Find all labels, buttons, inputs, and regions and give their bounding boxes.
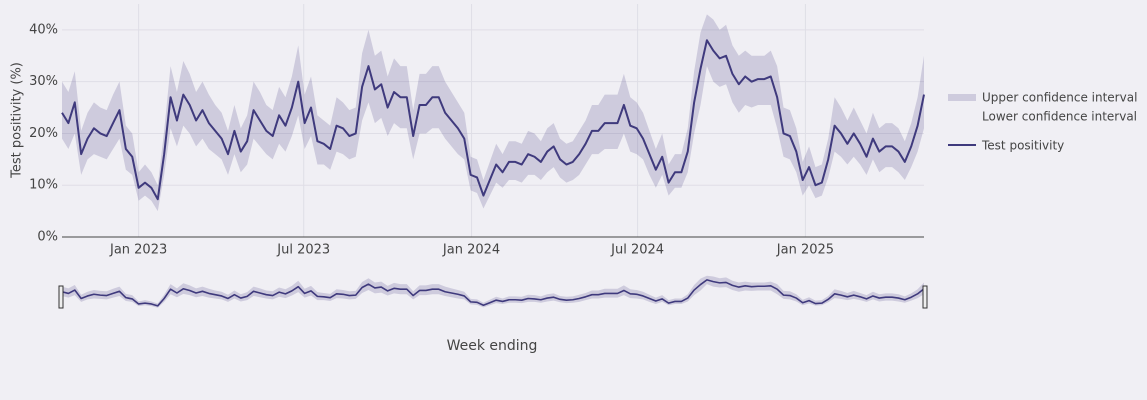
y-tick-label: 40% xyxy=(29,22,58,37)
y-tick-label: 30% xyxy=(29,74,58,89)
x-tick-label: Jan 2023 xyxy=(109,243,167,258)
slider-line xyxy=(61,279,925,307)
y-tick-label: 0% xyxy=(37,230,58,245)
x-tick-label: Jul 2023 xyxy=(276,243,330,258)
x-tick-label: Jan 2025 xyxy=(776,243,834,258)
slider-handle xyxy=(58,285,64,309)
main-band xyxy=(62,14,924,212)
y-tick-label: 10% xyxy=(29,178,58,193)
y-tick-label: 20% xyxy=(29,126,58,141)
x-axis-label: Week ending xyxy=(447,338,538,354)
x-tick-label: Jul 2024 xyxy=(610,243,664,258)
x-tick-label: Jan 2024 xyxy=(442,243,500,258)
legend-swatch xyxy=(948,94,976,101)
main-line xyxy=(61,39,925,201)
slider-band xyxy=(62,275,924,308)
legend-label: Upper confidence interval xyxy=(982,91,1137,105)
y-axis-label: Test positivity (%) xyxy=(10,62,25,179)
legend-label: Test positivity xyxy=(981,139,1064,153)
slider-handle xyxy=(922,285,928,309)
legend-label: Lower confidence interval xyxy=(982,110,1137,124)
